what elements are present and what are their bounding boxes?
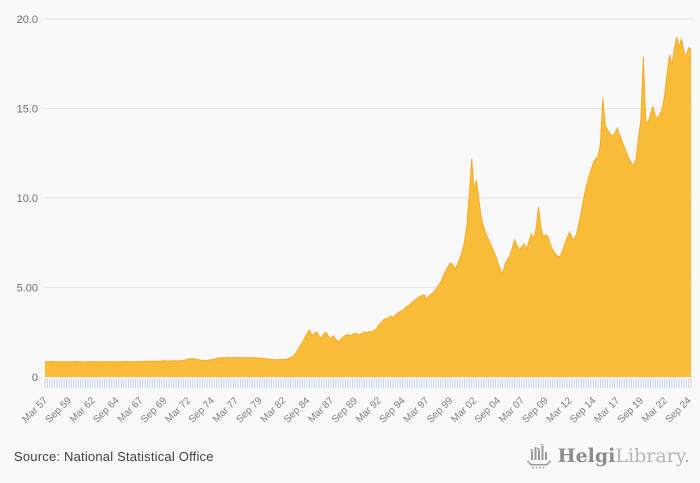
source-label: Source: National Statistical Office [14,449,214,464]
x-axis-tick-label: Sep 99 [425,395,455,425]
x-axis-tick-label: Sep 19 [616,395,646,425]
x-axis-tick-label: Sep 59 [44,395,74,425]
x-axis-tick-label: Sep 94 [377,395,407,425]
x-axis-tick-label: Sep 79 [234,395,264,425]
x-axis-tick-label: Sep 04 [473,395,503,425]
area-series-edge [45,36,692,363]
x-axis-tick-label: Sep 09 [521,395,551,425]
logo-wordmark: HelgiLibrary. [558,441,690,471]
logo-text-helgi: Helgi [557,445,616,467]
chart-footer: Source: National Statistical Office [0,431,700,483]
logo-text-library: Library. [615,445,690,467]
y-axis-tick-label: 0 [32,372,38,384]
y-axis-tick-label: 10.0 [17,193,38,205]
area-series [45,36,691,378]
helgi-library-logo: HelgiLibrary. [526,441,690,471]
x-axis-tick-label: Sep 89 [330,395,360,425]
x-axis-tick-label: Sep 74 [187,395,217,425]
x-axis-tick-label: Sep 69 [139,395,169,425]
helgi-ship-bars-icon [526,444,551,469]
x-axis-tick-label: Sep 24 [664,395,694,425]
x-axis-tick-label: Sep 84 [282,395,312,425]
y-axis-tick-label: 20.0 [17,14,38,26]
x-axis-tick-label: Sep 64 [91,395,121,425]
y-axis-tick-label: 15.0 [17,104,38,116]
y-axis-tick-label: 5.00 [17,283,38,295]
x-axis-tick-label: Sep 14 [568,395,598,425]
